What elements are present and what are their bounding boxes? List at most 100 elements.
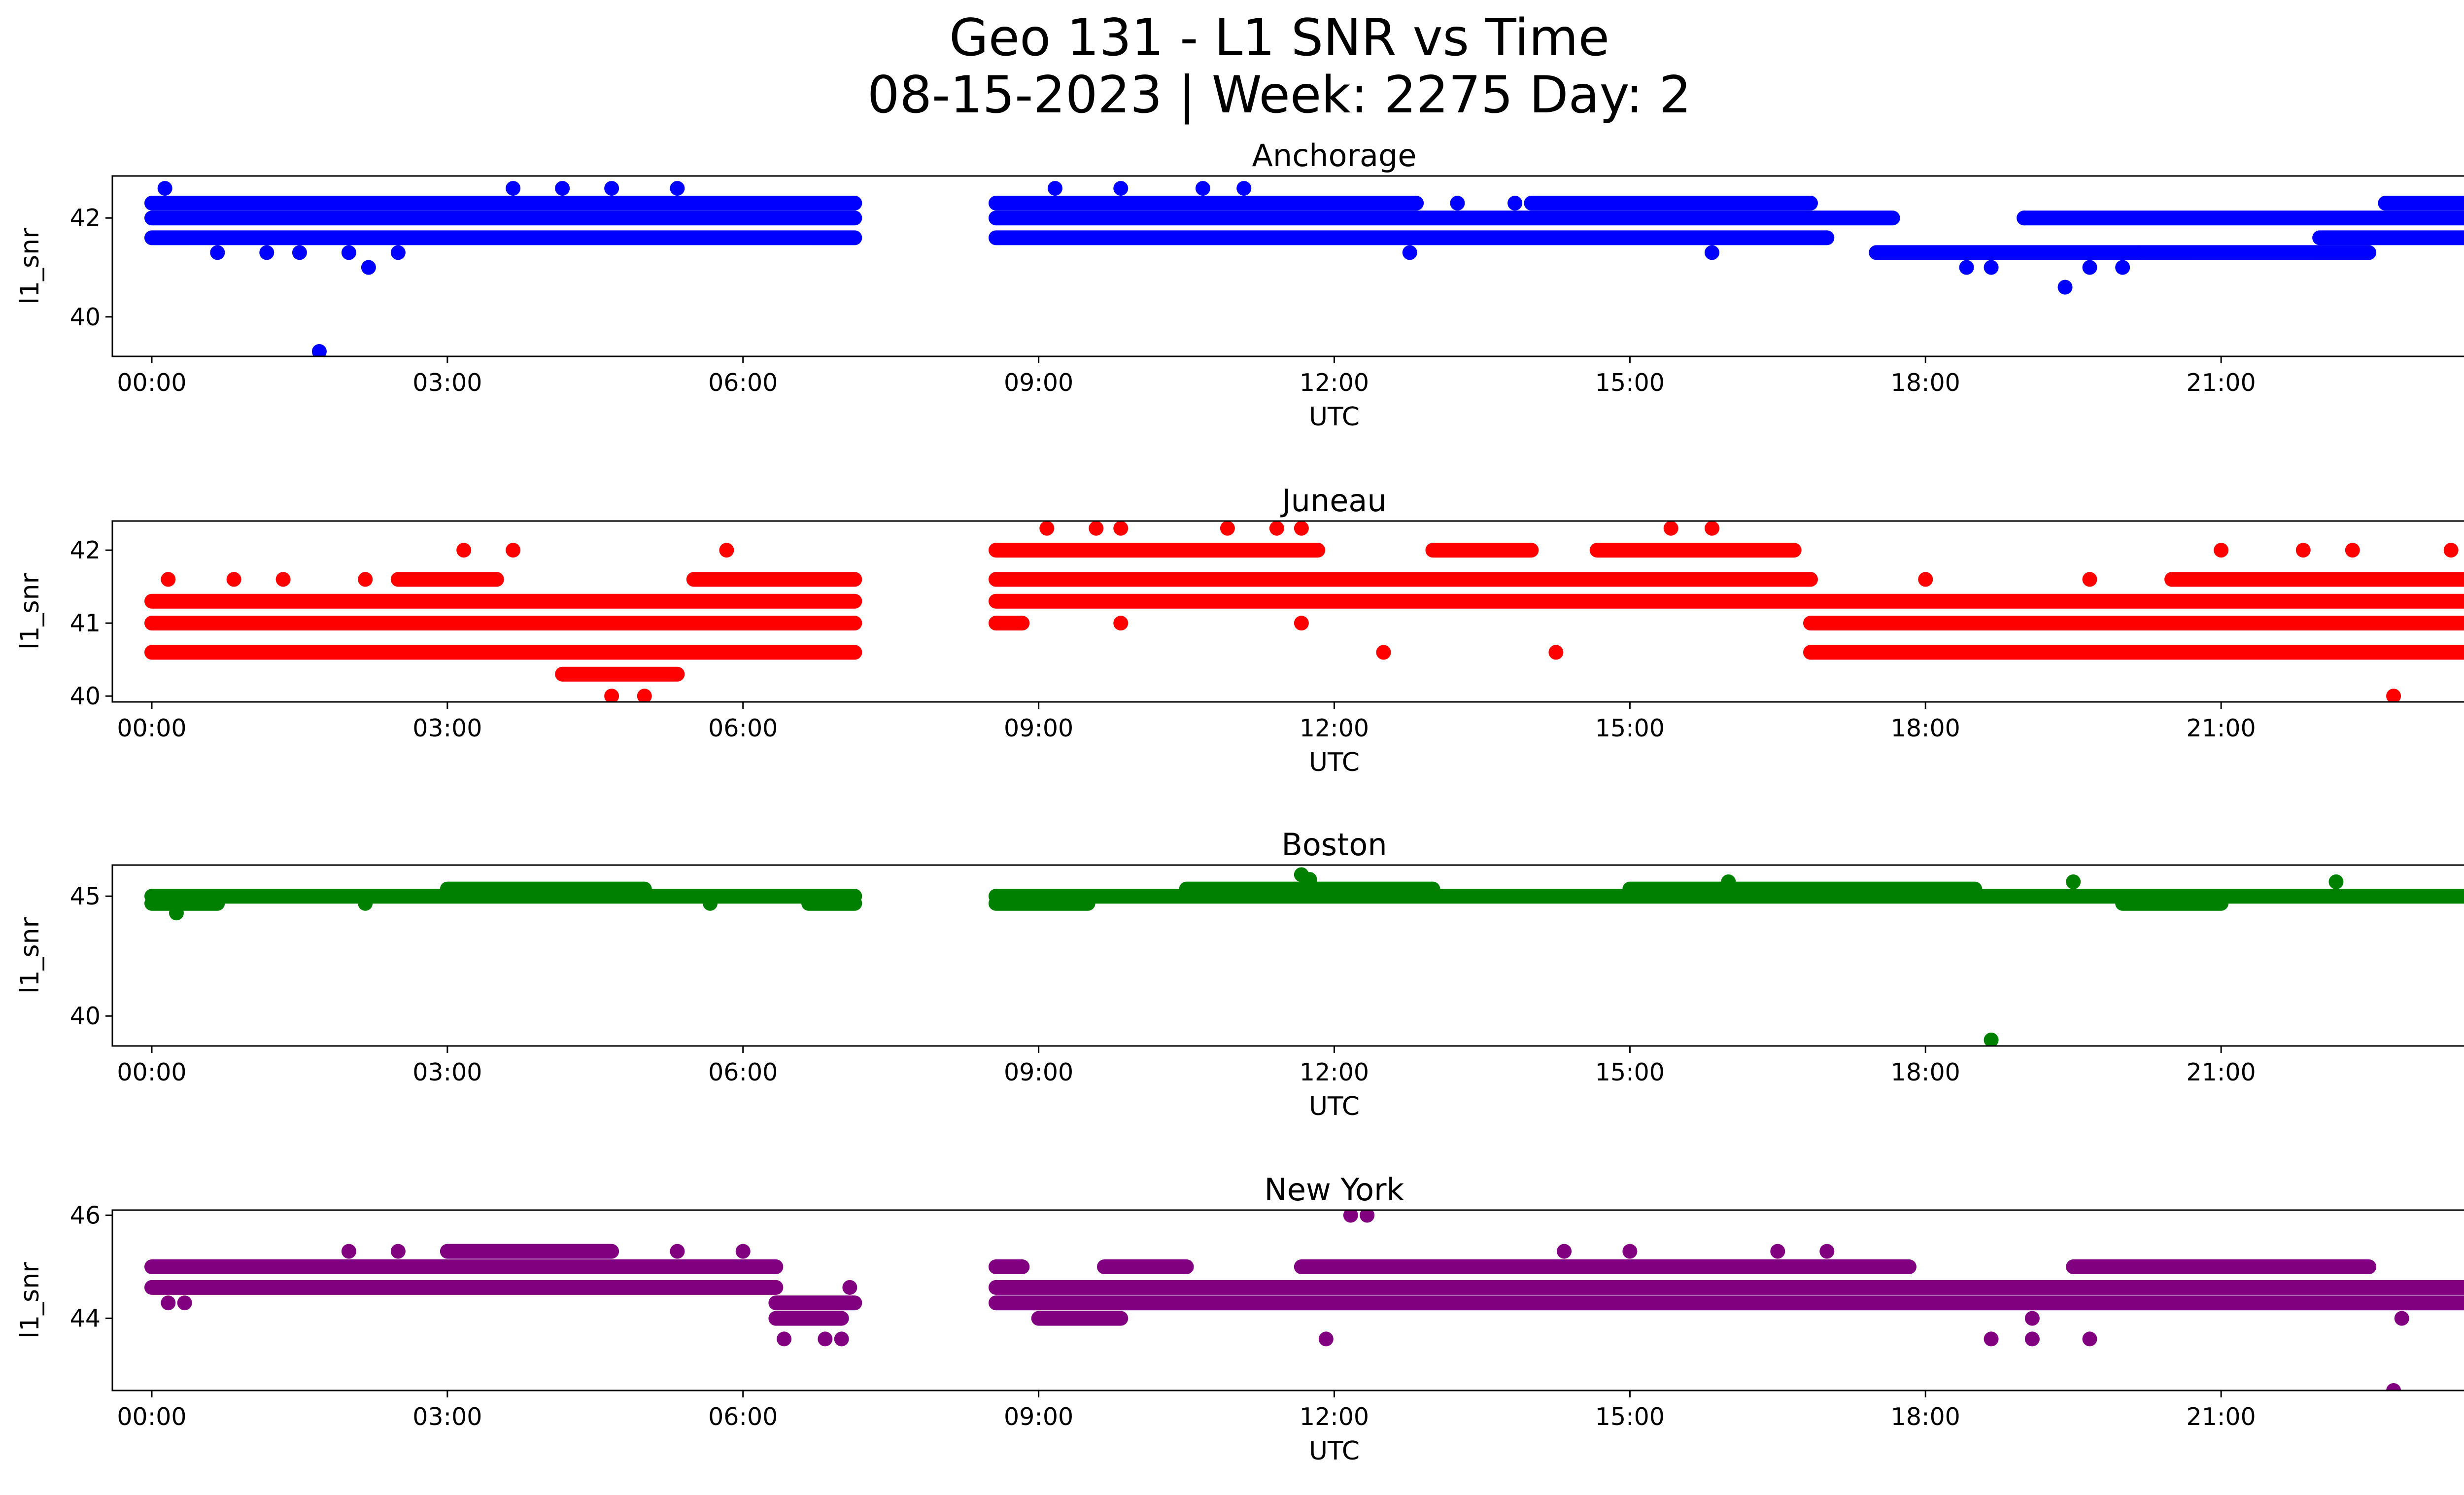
data-point (2024, 1311, 2040, 1326)
x-tick-label: 12:00 (1300, 714, 1369, 742)
subplot-title: Juneau (1280, 483, 1386, 519)
data-point (1663, 521, 1678, 536)
x-tick-label: 12:00 (1300, 1058, 1369, 1086)
x-tick-label: 15:00 (1595, 369, 1665, 397)
data-point (1450, 196, 1465, 211)
data-point (719, 543, 734, 558)
data-point (2295, 543, 2311, 558)
x-axis-label: UTC (1309, 1436, 1360, 1466)
data-point (292, 245, 307, 260)
data-point (390, 1244, 406, 1259)
data-point (2394, 1311, 2409, 1326)
data-point (1402, 245, 1417, 260)
x-tick-label: 06:00 (708, 1058, 778, 1086)
data-point (1984, 260, 1999, 275)
x-axis-label: UTC (1309, 748, 1360, 777)
data-point (1220, 521, 1235, 536)
data-point (777, 1331, 792, 1347)
subplot-title: New York (1265, 1172, 1404, 1208)
data-point (834, 1331, 849, 1347)
data-point (1113, 181, 1129, 196)
y-tick-label: 40 (70, 1002, 101, 1030)
x-tick-label: 12:00 (1300, 1403, 1369, 1431)
data-point (1236, 181, 1252, 196)
scatter-series (144, 1210, 2464, 1391)
data-point (259, 245, 274, 260)
x-tick-label: 15:00 (1595, 1058, 1665, 1086)
x-tick-label: 09:00 (1004, 369, 1073, 397)
data-point (161, 572, 176, 587)
data-point (2214, 543, 2229, 558)
data-point (2082, 1331, 2097, 1347)
x-tick-label: 06:00 (708, 1403, 778, 1431)
data-point (1195, 181, 1210, 196)
y-axis-label: l1_snr (15, 917, 45, 994)
data-point (226, 572, 241, 587)
scatter-series (144, 867, 2464, 1046)
data-point (1294, 616, 1309, 631)
x-tick-label: 09:00 (1004, 714, 1073, 742)
data-point (506, 543, 521, 558)
data-point (358, 896, 373, 911)
data-point (506, 181, 521, 196)
subplot-1: Juneau 00:00 03:00 06:00 09:00 12:00 15:00 18:0… (15, 483, 2464, 777)
data-point (1302, 872, 1317, 887)
data-point (604, 181, 619, 196)
scatter-series (144, 521, 2464, 702)
y-tick-label: 46 (70, 1201, 101, 1229)
data-point (341, 1244, 356, 1259)
x-tick-label: 00:00 (117, 1403, 186, 1431)
x-tick-label: 09:00 (1004, 1058, 1073, 1086)
data-point (2328, 874, 2344, 890)
data-point (1047, 181, 1062, 196)
data-point (2057, 279, 2073, 295)
y-tick-label: 40 (70, 682, 101, 710)
data-point (1376, 645, 1391, 660)
data-point (1721, 874, 1736, 890)
data-point (210, 245, 225, 260)
data-point (361, 260, 376, 275)
x-tick-label: 18:00 (1891, 1058, 1960, 1086)
y-tick-label: 41 (70, 609, 101, 637)
x-tick-label: 21:00 (2187, 369, 2256, 397)
data-point (2443, 543, 2459, 558)
data-point (1318, 1331, 1334, 1347)
data-point (1269, 521, 1284, 536)
x-tick-label: 12:00 (1300, 369, 1369, 397)
x-tick-label: 18:00 (1891, 369, 1960, 397)
y-tick-label: 40 (70, 303, 101, 331)
data-point (2386, 689, 2401, 702)
data-point (842, 1280, 857, 1295)
x-tick-label: 21:00 (2187, 714, 2256, 742)
data-point (637, 689, 652, 702)
data-point (670, 181, 685, 196)
data-point (1548, 645, 1564, 660)
x-tick-label: 18:00 (1891, 1403, 1960, 1431)
x-tick-label: 03:00 (412, 1403, 482, 1431)
data-point (1113, 616, 1129, 631)
data-point (1918, 572, 1933, 587)
x-tick-label: 03:00 (412, 714, 482, 742)
subplot-title: Anchorage (1252, 138, 1416, 174)
x-tick-label: 21:00 (2187, 1058, 2256, 1086)
x-tick-label: 21:00 (2187, 1403, 2256, 1431)
x-tick-label: 15:00 (1595, 1403, 1665, 1431)
data-point (161, 1295, 176, 1311)
data-point (2386, 1383, 2401, 1391)
data-point (604, 689, 619, 702)
x-tick-label: 00:00 (117, 369, 186, 397)
data-point (1089, 521, 1104, 536)
data-point (358, 572, 373, 587)
data-point (2164, 572, 2180, 587)
data-point (1770, 1244, 1785, 1259)
subplot-2: Boston 00:00 03:00 06:00 09:00 12:00 15:00 18:0… (15, 827, 2464, 1121)
y-tick-label: 42 (70, 204, 101, 232)
y-tick-label: 42 (70, 536, 101, 564)
data-point (1819, 1244, 1835, 1259)
x-tick-label: 18:00 (1891, 714, 1960, 742)
data-point (1360, 1210, 1375, 1223)
data-point (1705, 245, 1720, 260)
x-tick-label: 06:00 (708, 369, 778, 397)
data-point (1507, 196, 1523, 211)
